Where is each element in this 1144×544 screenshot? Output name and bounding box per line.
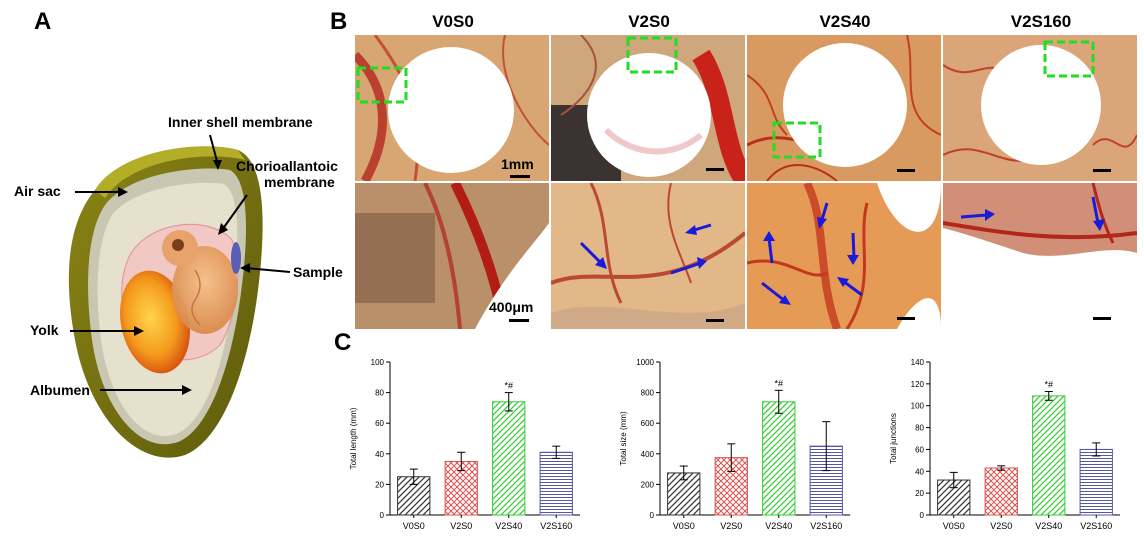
y-tick-label: 0 xyxy=(380,511,385,520)
chart-total-length: 0 20 40 60 80 100 Total length (mm) V0S0 V2S0 *# V… xyxy=(340,352,590,537)
panel-letter-c: C xyxy=(334,329,352,356)
y-tick-label: 20 xyxy=(915,489,924,498)
y-tick-label: 40 xyxy=(915,467,924,476)
x-tick-label: V2S160 xyxy=(810,521,842,531)
x-tick-label: V0S0 xyxy=(943,521,965,531)
scale-bar-top-1 xyxy=(510,175,530,178)
label-cam-line2: membrane xyxy=(264,174,335,190)
x-tick-label: V2S0 xyxy=(990,521,1012,531)
x-tick-label: V0S0 xyxy=(673,521,695,531)
panel-letter-b: B xyxy=(330,8,348,35)
y-tick-label: 600 xyxy=(641,419,655,428)
x-tick-label: V2S160 xyxy=(540,521,572,531)
x-tick-label: V2S40 xyxy=(495,521,522,531)
bar-v2s0 xyxy=(984,467,1018,516)
y-tick-label: 60 xyxy=(915,445,924,454)
x-tick-label: V0S0 xyxy=(403,521,425,531)
egg-illustration xyxy=(68,134,291,458)
column-title-v2s0: V2S0 xyxy=(628,12,670,31)
significance-label: *# xyxy=(1044,380,1053,390)
photo-v2s160-zoom xyxy=(943,183,1137,329)
y-axis-label: Total length (mm) xyxy=(349,407,358,469)
y-tick-label: 100 xyxy=(911,402,925,411)
label-cam-line1: Chorioallantoic xyxy=(236,158,338,174)
photo-v2s160-top xyxy=(943,35,1137,181)
bar-v2s160 xyxy=(539,451,573,516)
scale-label-400um: 400μm xyxy=(489,299,534,315)
x-tick-label: V2S0 xyxy=(720,521,742,531)
y-axis-label: Total junctions xyxy=(889,413,898,464)
y-tick-label: 40 xyxy=(375,450,384,459)
x-tick-label: V2S40 xyxy=(1035,521,1062,531)
label-inner-shell: Inner shell membrane xyxy=(168,114,313,130)
significance-label: *# xyxy=(774,378,783,388)
scale-label-1mm: 1mm xyxy=(501,156,534,172)
label-albumen: Albumen xyxy=(30,382,90,398)
x-tick-label: V2S0 xyxy=(450,521,472,531)
column-title-v2s160: V2S160 xyxy=(1010,12,1072,31)
chart-total-size: 0 200 400 600 800 1000 Total size (mm) V0S0 V2S0… xyxy=(610,352,860,537)
photo-v0s0-top: 1mm xyxy=(355,35,549,181)
photo-v2s40-zoom xyxy=(747,183,941,329)
column-title-v2s40: V2S40 xyxy=(819,12,871,31)
y-tick-label: 140 xyxy=(911,358,925,367)
y-tick-label: 80 xyxy=(375,389,384,398)
label-yolk: Yolk xyxy=(30,322,59,338)
bar-v2s40 xyxy=(762,401,796,516)
y-tick-label: 1000 xyxy=(636,358,654,367)
significance-label: *# xyxy=(504,381,513,391)
label-sample: Sample xyxy=(293,264,343,280)
chart-svg: 0 20 40 60 80 100 Total length (mm) V0S0 V2S0 *# V… xyxy=(349,358,580,531)
photo-v2s40-top xyxy=(747,35,941,181)
label-air-sac: Air sac xyxy=(14,183,61,199)
bar-v2s160 xyxy=(1079,448,1113,516)
photo-v2s0-top xyxy=(551,35,745,181)
scale-bar-bottom-1 xyxy=(509,319,529,322)
chart-svg: 0 20 40 60 80 100 120 140 Total junctions V0S0 V2S… xyxy=(889,358,1120,531)
y-tick-label: 400 xyxy=(641,450,655,459)
egg-schematic: Inner shell membrane Chorioallantoic mem… xyxy=(0,0,343,539)
y-tick-label: 100 xyxy=(371,358,385,367)
photo-v2s0-zoom xyxy=(551,183,745,329)
photo-v0s0-zoom: 400μm xyxy=(355,183,549,329)
x-tick-label: V2S40 xyxy=(765,521,792,531)
chart-total-junctions: 0 20 40 60 80 100 120 140 Total junctions V0S0 V2S… xyxy=(880,352,1130,537)
bar-v2s40 xyxy=(1032,395,1066,516)
chart-svg: 0 200 400 600 800 1000 Total size (mm) V0S0 V2S0… xyxy=(619,358,850,531)
x-tick-label: V2S160 xyxy=(1080,521,1112,531)
y-tick-label: 0 xyxy=(920,511,925,520)
y-axis-label: Total size (mm) xyxy=(619,411,628,466)
y-tick-label: 0 xyxy=(650,511,655,520)
panel-letter-a: A xyxy=(34,8,52,35)
y-tick-label: 60 xyxy=(375,419,384,428)
y-tick-label: 800 xyxy=(641,389,655,398)
column-title-v0s0: V0S0 xyxy=(432,12,474,31)
y-tick-label: 120 xyxy=(911,380,925,389)
bar-v2s40 xyxy=(492,401,526,516)
y-tick-label: 80 xyxy=(915,424,924,433)
y-tick-label: 20 xyxy=(375,480,384,489)
y-tick-label: 200 xyxy=(641,480,655,489)
